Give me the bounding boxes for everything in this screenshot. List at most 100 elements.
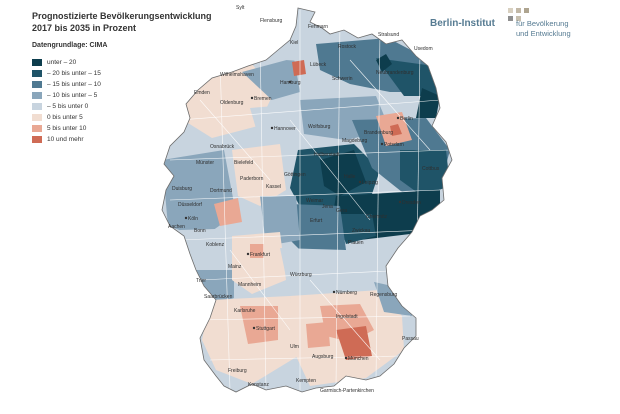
city-label: Münster bbox=[196, 160, 214, 166]
city-label: Stralsund bbox=[378, 32, 399, 38]
legend-label: – 5 bis unter 0 bbox=[47, 103, 89, 110]
city-label: Leipzig bbox=[362, 180, 378, 186]
city-label: Freiburg bbox=[228, 368, 247, 374]
city-label: Frankfurt bbox=[250, 252, 271, 258]
region-north-central bbox=[242, 58, 300, 100]
city-markers bbox=[184, 80, 402, 360]
city-label: Cottbus bbox=[422, 166, 440, 172]
city-label: Kassel bbox=[266, 184, 281, 190]
city-label: Wilhelmshaven bbox=[220, 72, 254, 78]
city-marker bbox=[252, 326, 256, 330]
legend-label: 0 bis unter 5 bbox=[47, 114, 83, 121]
city-label: Mannheim bbox=[238, 282, 261, 288]
city-marker bbox=[184, 216, 188, 220]
city-label: Weimar bbox=[306, 198, 323, 204]
city-label: Düsseldorf bbox=[178, 202, 203, 208]
city-label: Köln bbox=[188, 216, 198, 222]
city-label: Jena bbox=[322, 204, 333, 210]
legend-item: – 10 bis unter – 5 bbox=[32, 90, 192, 101]
legend-label: – 10 bis unter – 5 bbox=[47, 92, 98, 99]
city-label: Halberstadt bbox=[314, 152, 340, 158]
city-label: Kiel bbox=[290, 40, 298, 46]
region-stuttgart bbox=[240, 306, 278, 344]
city-marker bbox=[396, 116, 400, 120]
city-label: Oldenburg bbox=[220, 100, 244, 106]
city-label: Nürnberg bbox=[336, 290, 357, 296]
city-marker bbox=[246, 252, 250, 256]
city-label: Garmisch-Partenkirchen bbox=[320, 388, 374, 394]
region-rhein-main bbox=[232, 232, 286, 294]
legend-item: – 20 bis unter – 15 bbox=[32, 68, 192, 79]
legend-swatch bbox=[32, 70, 42, 77]
region-ost-mv bbox=[376, 58, 438, 96]
country-border bbox=[161, 7, 453, 393]
map-svg: Sylt Flensburg Fehmarn Kiel Rostock Stra… bbox=[161, 5, 453, 394]
city-label: Karlsruhe bbox=[234, 308, 256, 314]
legend-swatch bbox=[32, 92, 42, 99]
region-muenchen bbox=[336, 326, 372, 360]
city-marker bbox=[332, 290, 336, 294]
logo-subtitle-1: für Bevölkerung bbox=[516, 19, 569, 28]
district-borders bbox=[169, 10, 451, 391]
region-berlin bbox=[390, 124, 402, 136]
city-labels: Sylt Flensburg Fehmarn Kiel Rostock Stra… bbox=[168, 5, 440, 394]
region-schleswig bbox=[278, 20, 328, 62]
city-label: Ulm bbox=[290, 344, 299, 350]
city-label: Wolfsburg bbox=[308, 124, 331, 130]
city-label: Regensburg bbox=[370, 292, 397, 298]
legend-swatch bbox=[32, 125, 42, 132]
legend-item: – 5 bis unter 0 bbox=[32, 101, 192, 112]
legend-item: 5 bis unter 10 bbox=[32, 123, 192, 134]
legend-swatch bbox=[32, 81, 42, 88]
city-label: Plauen bbox=[348, 240, 364, 246]
city-label: Sylt bbox=[236, 5, 245, 11]
city-label: Augsburg bbox=[312, 354, 334, 360]
logo-mark-icon bbox=[508, 8, 540, 32]
city-label: Brandenburg bbox=[364, 130, 393, 136]
city-label: Potsdam bbox=[384, 142, 404, 148]
city-label: Göttingen bbox=[284, 172, 306, 178]
region-thueringen bbox=[286, 204, 346, 256]
city-label: Stuttgart bbox=[256, 326, 276, 332]
city-label: Fehmarn bbox=[308, 24, 328, 30]
map-title: Prognostizierte Bevölkerungsentwicklung … bbox=[32, 10, 252, 34]
city-label: München bbox=[348, 356, 369, 362]
data-source: Datengrundlage: CIMA bbox=[32, 42, 108, 49]
legend-swatch bbox=[32, 59, 42, 66]
city-label: Lübeck bbox=[310, 62, 327, 68]
city-label: Berlin bbox=[400, 116, 413, 122]
city-label: Flensburg bbox=[260, 18, 282, 24]
legend-label: 5 bis unter 10 bbox=[47, 125, 87, 132]
region-uckermark bbox=[416, 88, 440, 118]
city-label: Gera bbox=[336, 208, 347, 214]
region-dark-mv bbox=[376, 54, 392, 72]
region-niedersachsen bbox=[250, 104, 300, 146]
logo-name: Berlin-Institut bbox=[430, 18, 495, 29]
city-label: Chemnitz bbox=[366, 214, 388, 220]
city-marker bbox=[270, 126, 274, 130]
logo-subtitle-2: und Entwicklung bbox=[516, 29, 571, 38]
city-label: Rostock bbox=[338, 44, 357, 50]
region-harz-saale bbox=[320, 150, 366, 196]
city-label: Osnabrück bbox=[210, 144, 235, 150]
city-label: Halle bbox=[344, 174, 356, 180]
legend-item: – 15 bis unter – 10 bbox=[32, 79, 192, 90]
city-label: Konstanz bbox=[248, 382, 269, 388]
legend-item: 10 und mehr bbox=[32, 134, 192, 145]
city-label: Würzburg bbox=[290, 272, 312, 278]
legend-label: – 20 bis unter – 15 bbox=[47, 70, 101, 77]
city-label: Saarbrücken bbox=[204, 294, 233, 300]
city-label: Trier bbox=[196, 278, 206, 284]
city-label: Emden bbox=[194, 90, 210, 96]
legend-item: 0 bis unter 5 bbox=[32, 112, 192, 123]
title-line-2: 2017 bis 2035 in Prozent bbox=[32, 23, 137, 33]
legend-label: – 15 bis unter – 10 bbox=[47, 81, 101, 88]
city-label: Dresden bbox=[402, 200, 421, 206]
city-label: Aachen bbox=[168, 224, 185, 230]
city-label: Bonn bbox=[194, 228, 206, 234]
city-marker bbox=[344, 356, 348, 360]
region-owl bbox=[232, 144, 286, 206]
legend: unter – 20 – 20 bis unter – 15 – 15 bis … bbox=[32, 57, 192, 145]
city-label: Usedom bbox=[414, 46, 433, 52]
city-label: Hannover bbox=[274, 126, 296, 132]
